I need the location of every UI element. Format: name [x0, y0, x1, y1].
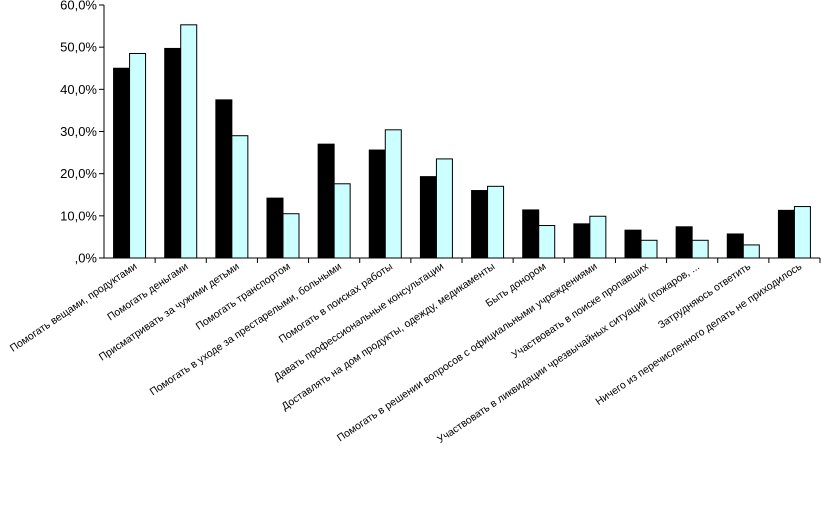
- bar-series1-1: [113, 67, 131, 259]
- bar-series2-6: [384, 129, 402, 259]
- bar-series1-6: [368, 149, 386, 259]
- bars: [113, 24, 811, 259]
- bar-series2-5: [333, 183, 351, 259]
- y-tick-label: 60,0%: [60, 0, 97, 13]
- y-tick-label: 50,0%: [60, 40, 97, 55]
- bar-series2-3: [231, 135, 249, 259]
- bar-series1-10: [573, 223, 591, 259]
- bar-series1-11: [624, 229, 642, 259]
- y-tick-label: 20,0%: [60, 166, 97, 181]
- bar-series2-1: [129, 52, 147, 259]
- y-tick-label: ,0%: [75, 251, 98, 266]
- bar-series2-11: [640, 239, 658, 259]
- y-tick-label: 40,0%: [60, 82, 97, 97]
- bar-series2-14: [793, 206, 811, 259]
- bar-series1-12: [675, 226, 693, 259]
- bar-series1-4: [266, 197, 284, 259]
- bar-series2-10: [589, 215, 607, 259]
- bar-series2-13: [742, 244, 760, 259]
- y-axis: ,0% 10,0% 20,0% 30,0% 40,0% 50,0% 60,0%: [60, 0, 105, 266]
- bar-series1-14: [777, 209, 795, 259]
- y-tick-label: 10,0%: [60, 208, 97, 223]
- bar-series1-8: [471, 190, 489, 259]
- bar-series1-7: [419, 176, 437, 259]
- bar-series2-2: [180, 24, 198, 259]
- bar-series1-5: [317, 143, 335, 259]
- x-tick-label: Затрудняюсь ответить: [656, 260, 753, 331]
- bar-series2-4: [282, 213, 300, 259]
- bar-series1-2: [164, 47, 182, 259]
- bar-series2-7: [435, 158, 453, 259]
- y-tick-label: 30,0%: [60, 124, 97, 139]
- bar-series1-13: [726, 233, 744, 259]
- x-tick-label: Помогать в уходе за престарелыми, больны…: [148, 260, 344, 398]
- bar-series1-3: [215, 99, 233, 259]
- x-tick-label: Помогать транспортом: [194, 261, 293, 333]
- bar-series2-9: [538, 225, 556, 259]
- bar-series2-12: [691, 239, 709, 259]
- bar-series2-8: [487, 185, 505, 259]
- bar-series1-9: [522, 209, 540, 259]
